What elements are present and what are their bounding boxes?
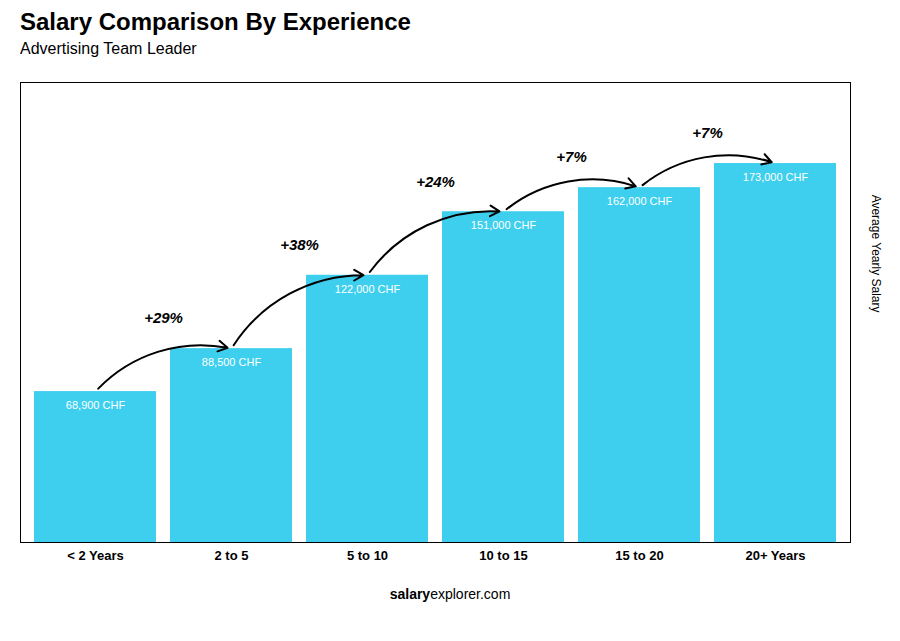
svg-text:20+ Years: 20+ Years (745, 548, 805, 563)
html-text:Advertising Team Leader: Advertising Team Leader (20, 40, 197, 57)
svg-text:10 to 15: 10 to 15 (479, 548, 527, 563)
svg-text:+24%: +24% (416, 173, 455, 190)
svg-text:+7%: +7% (692, 124, 722, 141)
svg-text:5 to 10: 5 to 10 (347, 548, 388, 563)
svg-text:15 to 20: 15 to 20 (615, 548, 663, 563)
html-text:Salary Comparison By Experienc: Salary Comparison By Experience (20, 8, 411, 35)
svg-text:68,900 CHF: 68,900 CHF (66, 399, 126, 411)
svg-text:< 2 Years: < 2 Years (67, 548, 124, 563)
svg-text:+29%: +29% (144, 309, 183, 326)
svg-text:173,000 CHF: 173,000 CHF (743, 171, 809, 183)
svg-text:2 to 5: 2 to 5 (215, 548, 249, 563)
svg-text:Average Yearly Salary: Average Yearly Salary (869, 195, 883, 313)
svg-text:+7%: +7% (556, 148, 586, 165)
svg-text:+38%: +38% (280, 236, 319, 253)
svg-text:162,000 CHF: 162,000 CHF (607, 195, 673, 207)
svg-text:88,500 CHF: 88,500 CHF (202, 356, 262, 368)
svg-text:151,000 CHF: 151,000 CHF (471, 219, 537, 231)
svg-text:122,000 CHF: 122,000 CHF (335, 283, 401, 295)
html-text:salary explorer.com: salary explorer.com (389, 586, 511, 602)
